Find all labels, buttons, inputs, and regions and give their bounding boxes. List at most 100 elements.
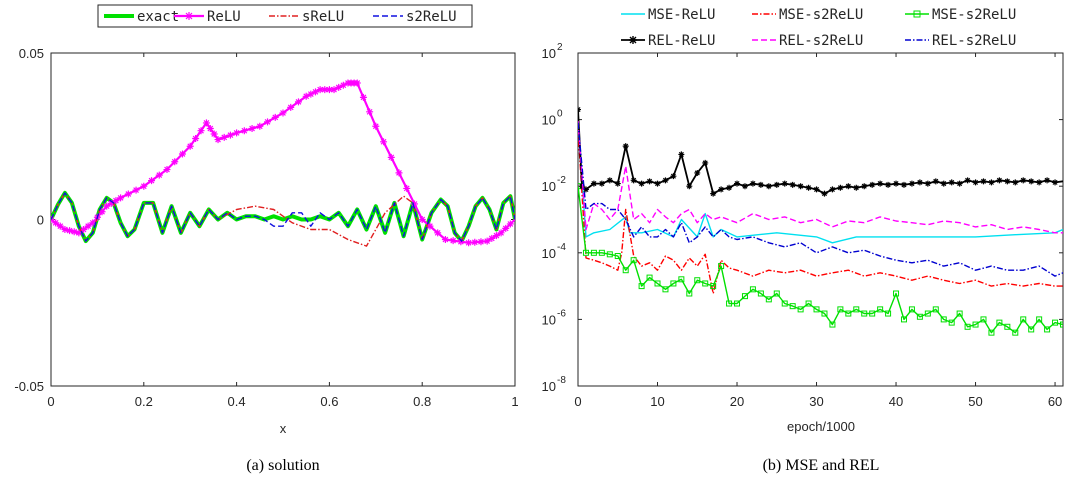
series-marker: [813, 186, 820, 193]
series-marker: [395, 169, 403, 177]
x-tick-label: 40: [889, 394, 903, 409]
series-marker: [84, 222, 92, 230]
series-mse-s2relu: [578, 129, 1063, 295]
y-tick-label: 0.05: [19, 46, 44, 61]
series-marker: [582, 249, 589, 256]
series-marker: [686, 290, 693, 297]
series-marker: [638, 180, 645, 187]
series-marker: [488, 234, 496, 242]
series-marker: [718, 186, 725, 193]
series-marker: [630, 257, 637, 264]
series-marker: [932, 306, 939, 313]
series-marker: [240, 127, 248, 135]
series-marker: [1060, 321, 1063, 328]
series-marker: [163, 166, 171, 174]
legend-label: exact: [137, 9, 179, 25]
series-marker: [694, 277, 701, 284]
series-marker: [773, 181, 780, 188]
series-marker: [988, 329, 995, 336]
series-marker: [964, 177, 971, 184]
series-line: [578, 186, 1063, 334]
x-axis-label-b: epoch/1000: [787, 419, 855, 434]
series-marker: [718, 263, 725, 270]
series-marker: [70, 228, 78, 236]
series-marker: [316, 86, 324, 94]
caption-a: (a) solution: [246, 457, 319, 474]
series-marker: [66, 227, 74, 235]
series-marker: [837, 184, 844, 191]
y-tick-exponent: 2: [557, 42, 563, 53]
series-marker: [1044, 326, 1051, 333]
series-marker: [279, 109, 287, 117]
series-marker: [654, 180, 661, 187]
series-marker: [1020, 316, 1027, 323]
x-tick-label: 30: [809, 394, 823, 409]
series-marker: [853, 306, 860, 313]
series-marker: [885, 310, 892, 317]
y-tick-label: 10: [542, 312, 556, 327]
series-marker: [1012, 179, 1019, 186]
x-tick-label: 0.4: [228, 394, 246, 409]
series-marker: [956, 310, 963, 317]
series-marker: [734, 180, 741, 187]
series-marker: [614, 180, 621, 187]
series-marker: [89, 219, 97, 227]
series-marker: [248, 124, 256, 132]
series-marker: [614, 253, 621, 260]
y-tick-label: 0: [37, 213, 44, 228]
series-marker: [186, 142, 194, 150]
series-marker: [924, 310, 931, 317]
series-marker: [366, 108, 374, 116]
series-s2relu: [51, 192, 515, 242]
series-marker: [359, 93, 367, 101]
series-marker: [103, 202, 111, 210]
series-marker: [302, 92, 310, 100]
series-marker: [471, 238, 479, 246]
series-marker: [956, 180, 963, 187]
series-marker: [1036, 179, 1043, 186]
series-marker: [271, 113, 279, 121]
series-line: [51, 192, 515, 242]
series-marker: [1036, 316, 1043, 323]
series-marker: [426, 222, 434, 230]
legend-label: MSE-s2ReLU: [779, 7, 863, 23]
series-marker: [797, 306, 804, 313]
series-marker: [197, 127, 205, 135]
caption-b: (b) MSE and REL: [763, 457, 880, 474]
series-marker: [264, 118, 272, 126]
series-marker: [948, 319, 955, 326]
series-marker: [155, 171, 163, 179]
series-mse-s2relu: [578, 183, 1063, 336]
series-marker: [387, 153, 395, 161]
series-marker: [726, 300, 733, 307]
x-tick-label: 0.2: [135, 394, 153, 409]
series-marker: [630, 177, 637, 184]
series-marker: [869, 310, 876, 317]
series-line: [578, 122, 1063, 244]
series-marker: [1012, 329, 1019, 336]
legend-label: MSE-s2ReLU: [932, 7, 1016, 23]
series-marker: [757, 290, 764, 297]
series-marker: [598, 180, 605, 187]
series-marker: [749, 180, 756, 187]
legend-b: MSE-ReLU MSE-s2ReLU MSE-s2ReLU REL-ReLU REL-…: [621, 7, 1016, 49]
series-marker: [434, 229, 442, 237]
series-marker: [893, 180, 900, 187]
series-marker: [678, 276, 685, 283]
x-axis-label-a: x: [280, 421, 287, 436]
series-marker: [861, 183, 868, 190]
y-tick-exponent: 0: [557, 109, 563, 120]
series-marker: [311, 88, 319, 96]
series-marker: [335, 83, 343, 91]
series-marker: [1020, 177, 1027, 184]
series-marker: [821, 190, 828, 197]
series-marker: [380, 138, 388, 146]
series-marker: [622, 143, 629, 150]
series-marker: [773, 290, 780, 297]
legend-label: REL-s2ReLU: [779, 33, 863, 49]
series-marker: [869, 181, 876, 188]
series-marker: [465, 239, 473, 247]
x-tick-label: 50: [968, 394, 982, 409]
series-marker: [996, 319, 1003, 326]
series-marker: [449, 237, 457, 245]
